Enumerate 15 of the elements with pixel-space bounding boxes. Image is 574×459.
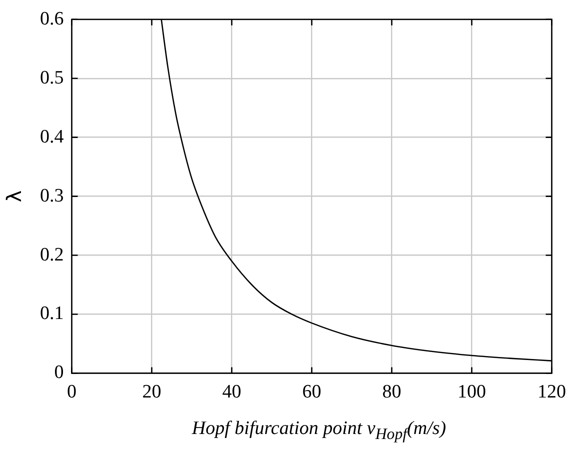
y-tick-label: 0.5 (40, 67, 64, 88)
x-tick-label: 80 (382, 382, 402, 403)
x-axis-title: Hopf bifurcation point v$_{Hopf}$(m/s) (190, 418, 448, 444)
y-tick-label: 0.1 (40, 303, 64, 324)
x-tick-label: 40 (222, 382, 242, 403)
y-tick-label: 0.3 (40, 185, 64, 206)
y-tick-label: 0.6 (40, 8, 64, 30)
y-tick-label: 0.2 (40, 244, 64, 266)
y-tick-label: 0.4 (40, 126, 64, 148)
x-tick-label: 100 (458, 382, 486, 403)
y-tick-label: 0 (54, 362, 64, 384)
x-tick-label: 60 (302, 382, 322, 403)
x-tick-label: 20 (142, 382, 162, 403)
x-tick-label: 120 (538, 382, 566, 403)
y-axis-title: λ (2, 190, 26, 202)
